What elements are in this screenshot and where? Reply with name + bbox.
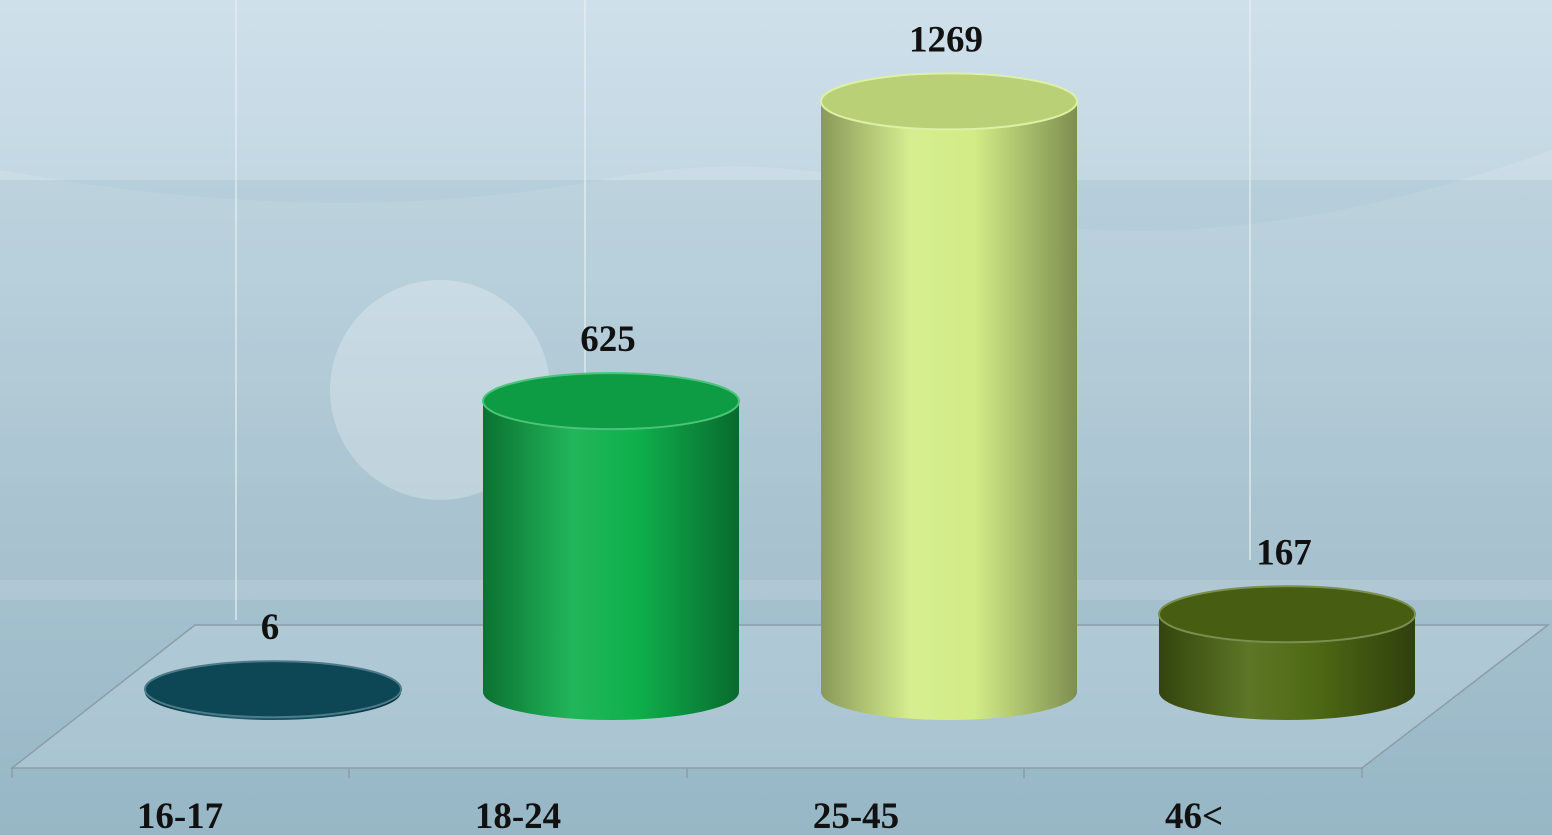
x-tick-label: 18-24 bbox=[475, 796, 561, 835]
x-tick-label: 25-45 bbox=[813, 796, 899, 835]
data-label: 167 bbox=[1256, 532, 1312, 573]
bar-18-24 bbox=[482, 372, 740, 720]
bar-25-45 bbox=[820, 72, 1078, 720]
bar-body bbox=[483, 401, 739, 720]
bar-16-17 bbox=[144, 660, 402, 720]
data-label: 6 bbox=[261, 607, 280, 648]
bar-46< bbox=[1158, 585, 1416, 720]
bar-top bbox=[820, 72, 1078, 131]
x-tick-label: 16-17 bbox=[137, 796, 223, 835]
data-label: 1269 bbox=[909, 19, 983, 60]
bar-top bbox=[1158, 585, 1416, 644]
bar-body bbox=[1159, 614, 1415, 720]
data-label: 625 bbox=[580, 319, 636, 360]
x-tick-label: 46< bbox=[1165, 796, 1223, 835]
bar-top bbox=[482, 372, 740, 431]
bar-top bbox=[144, 660, 402, 719]
bar-body bbox=[821, 101, 1077, 720]
